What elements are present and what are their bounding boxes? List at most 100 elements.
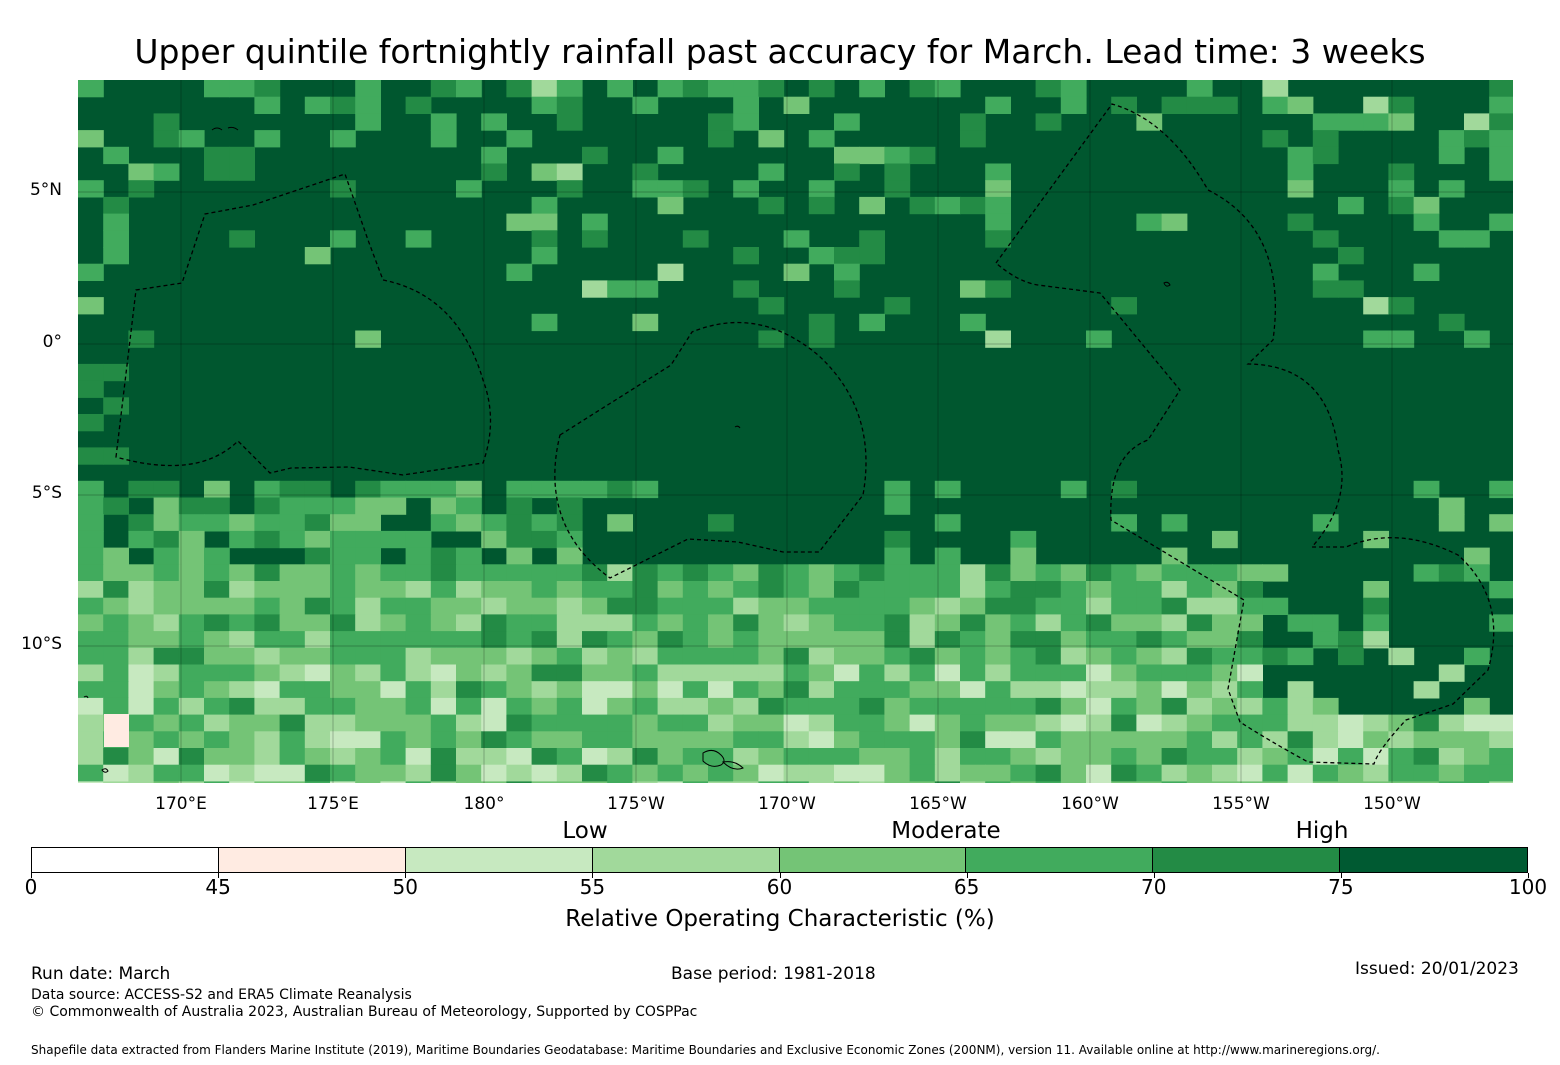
lon-label-165w: 165°W — [909, 794, 967, 814]
map-cell — [657, 581, 684, 599]
map-cell — [1136, 748, 1163, 766]
map-cell — [1287, 681, 1314, 699]
colorbar-segment — [779, 848, 967, 872]
map-cell — [783, 781, 810, 783]
map-cell — [531, 731, 558, 749]
map-cell — [405, 714, 432, 732]
map-cell — [355, 631, 381, 649]
map-cell — [481, 530, 507, 549]
map-cell — [330, 631, 356, 649]
map-cell — [204, 480, 230, 499]
map-cell — [103, 614, 129, 632]
map-cell — [304, 714, 331, 732]
map-cell — [178, 697, 205, 716]
map-cell — [758, 697, 785, 716]
map-cell — [1489, 514, 1513, 532]
map-cell — [708, 564, 734, 582]
map-cell — [657, 196, 684, 215]
map-cell — [960, 647, 986, 666]
map-cell — [380, 631, 407, 649]
map-cell — [430, 664, 457, 682]
map-cell — [153, 714, 180, 732]
map-cell — [682, 180, 709, 198]
map-cell — [1035, 681, 1062, 699]
map-cell — [985, 764, 1011, 782]
colorbar-segment — [405, 848, 593, 872]
map-cell — [330, 731, 356, 749]
map-cell — [960, 614, 986, 632]
map-cell — [304, 614, 331, 632]
map-cell — [330, 697, 356, 716]
islands — [83, 126, 1171, 773]
colorbar-tick-label: 100 — [1508, 875, 1548, 899]
map-cell — [355, 480, 381, 499]
map-cell — [229, 631, 255, 649]
map-cell — [506, 480, 533, 499]
map-cell — [481, 564, 507, 582]
map-cell — [1136, 647, 1163, 666]
colorbar-tick-label: 45 — [205, 875, 231, 899]
lon-label-170e: 170°E — [155, 794, 207, 814]
map-cell — [1388, 330, 1415, 348]
map-cell — [758, 130, 785, 148]
map-cell — [128, 163, 155, 181]
map-cell — [430, 748, 457, 766]
map-cell — [657, 614, 684, 632]
map-cell — [330, 714, 356, 732]
map-cell — [1388, 647, 1415, 666]
map-cell — [330, 497, 356, 515]
map-cell — [1388, 764, 1415, 782]
map-cell — [1287, 697, 1314, 716]
map-cell — [405, 664, 432, 682]
map-cell — [128, 514, 155, 532]
map-cell — [405, 631, 432, 649]
map-cell — [380, 497, 407, 515]
map-cell — [884, 497, 911, 515]
map-cell — [229, 597, 255, 615]
colorbar — [31, 847, 1528, 873]
map-cell — [834, 280, 860, 298]
map-cell — [859, 230, 885, 248]
map-cell — [607, 647, 633, 666]
colorbar-tick-label: 55 — [579, 875, 606, 899]
map-cell — [178, 731, 205, 749]
map-cell — [556, 597, 583, 615]
map-cell — [1111, 748, 1137, 766]
map-cell — [934, 631, 961, 649]
map-cell — [1237, 781, 1263, 783]
map-cell — [1212, 748, 1238, 766]
island-icon — [83, 695, 89, 699]
map-cell — [909, 697, 936, 716]
map-cell — [229, 514, 255, 532]
map-cell — [1161, 597, 1188, 615]
map-cell — [78, 130, 104, 148]
map-cell — [531, 313, 558, 332]
map-cell — [506, 130, 533, 148]
map-cell — [1060, 697, 1087, 716]
map-cell — [430, 113, 457, 131]
map-cell — [657, 748, 684, 766]
map-cell — [153, 514, 180, 532]
map-cell — [632, 697, 659, 716]
map-cell — [1438, 664, 1465, 682]
map-cell — [531, 748, 558, 766]
map-cell — [733, 647, 759, 666]
map-cell — [1010, 614, 1037, 632]
map-cell — [884, 180, 911, 198]
map-cell — [1212, 714, 1238, 732]
map-cell — [229, 163, 255, 181]
map-cell — [607, 280, 633, 298]
map-cell — [531, 681, 558, 699]
map-cell — [960, 581, 986, 599]
map-cell — [1035, 631, 1062, 649]
map-cell — [506, 263, 533, 281]
map-cell — [1161, 614, 1188, 632]
map-cell — [985, 597, 1011, 615]
map-cell — [103, 647, 129, 666]
map-cell — [733, 631, 759, 649]
map-cell — [279, 530, 306, 549]
map-cell — [1363, 731, 1389, 749]
map-cell — [632, 748, 659, 766]
map-cell — [78, 714, 104, 732]
map-cell — [909, 731, 936, 749]
